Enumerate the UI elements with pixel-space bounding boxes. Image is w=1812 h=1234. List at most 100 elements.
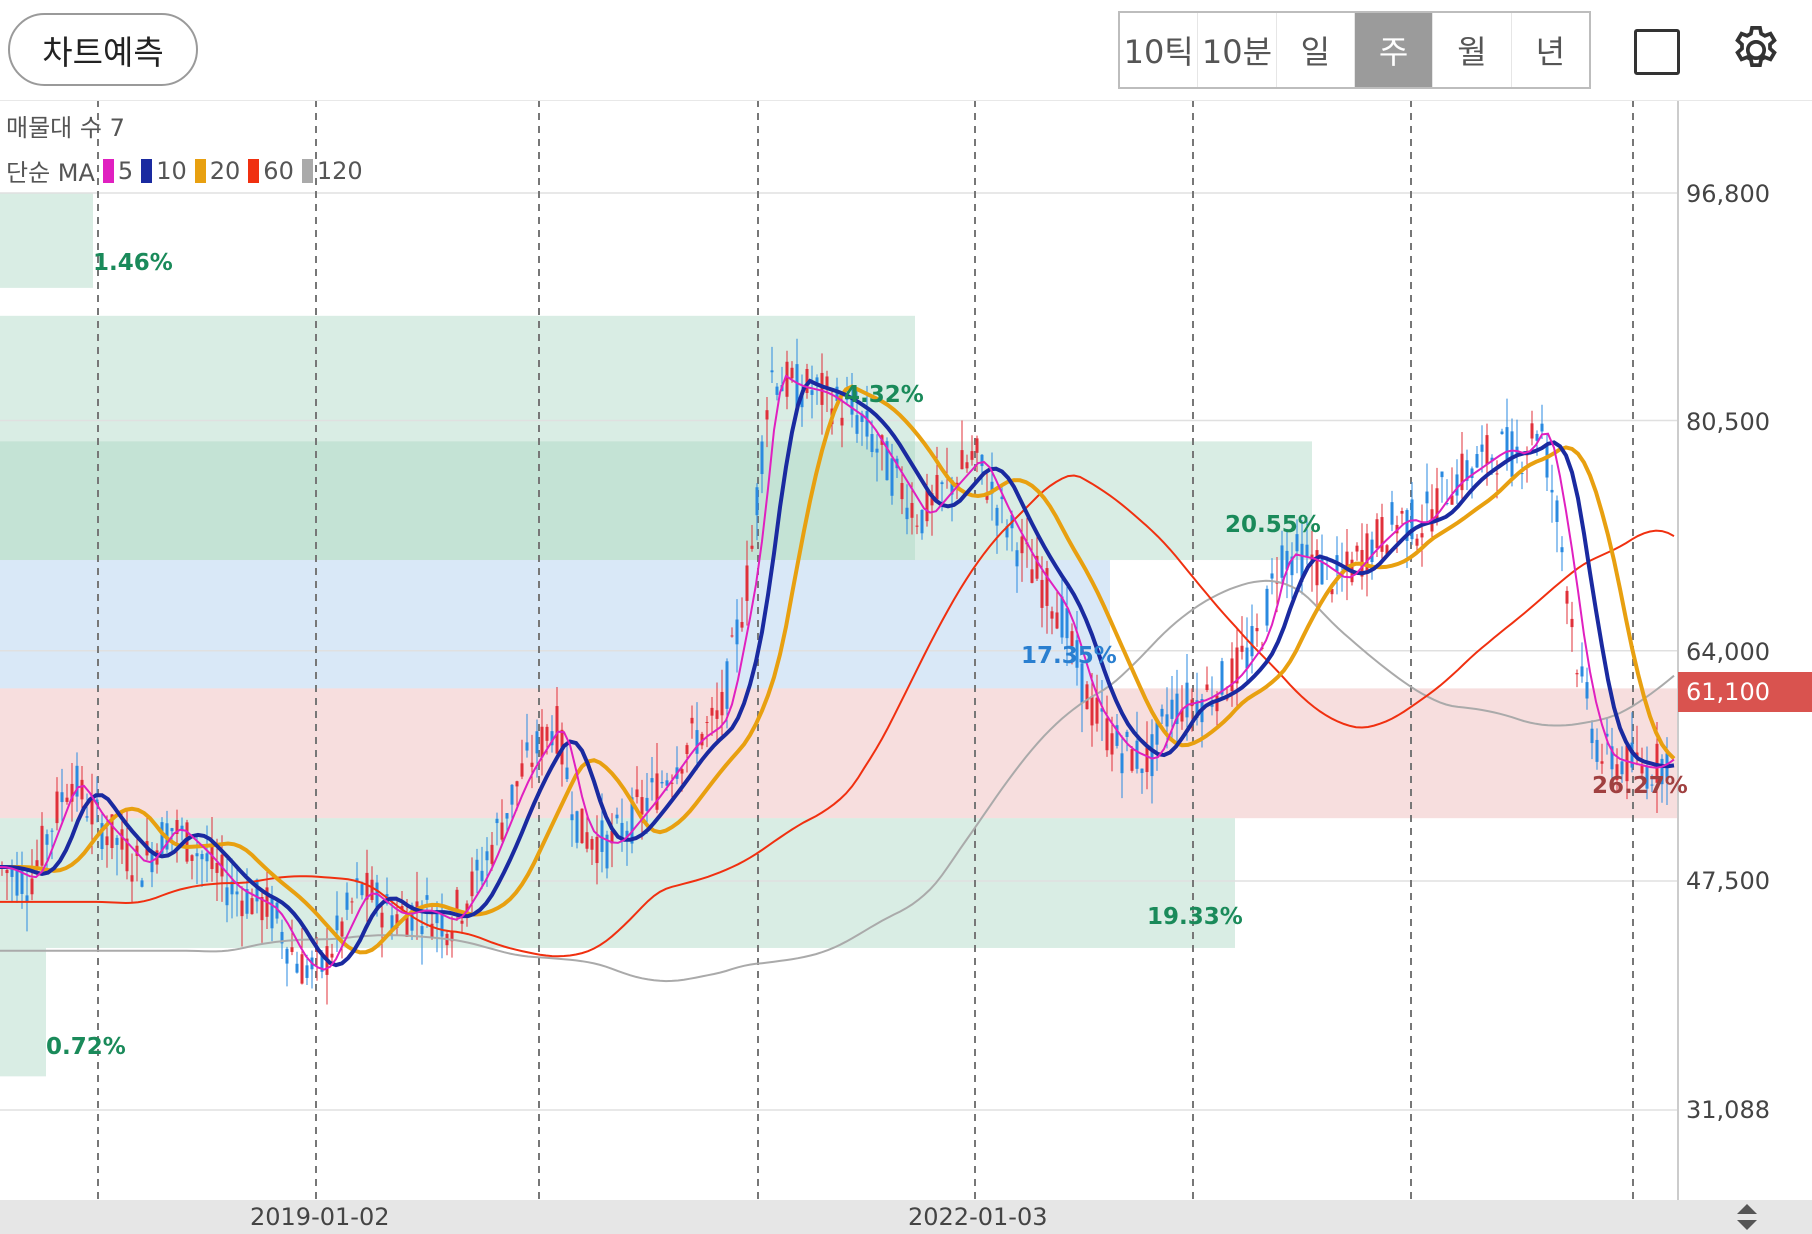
candle-body — [900, 483, 904, 500]
volume-profile-band — [0, 818, 1235, 948]
candle-body — [670, 782, 674, 784]
candle-body — [275, 902, 279, 919]
candle-body — [970, 451, 974, 460]
candle-body — [470, 871, 474, 897]
candle-body — [1315, 550, 1319, 586]
candle-body — [435, 910, 439, 924]
candle-body — [1265, 588, 1269, 626]
candle-body — [965, 462, 969, 469]
scroll-handle-icon[interactable] — [1733, 1201, 1761, 1233]
candle-body — [280, 931, 284, 944]
candle-body — [660, 782, 664, 784]
candle-body — [485, 851, 489, 861]
ma20-line — [0, 384, 1676, 955]
candle-body — [550, 731, 554, 746]
candle-body — [1110, 733, 1114, 755]
gear-icon[interactable] — [1728, 22, 1784, 78]
candle-body — [805, 368, 809, 393]
candle-body — [630, 797, 634, 844]
ma-legend: 단순 MA 5 10 20 60 120 — [6, 153, 363, 188]
period-selector: 10틱 10분 일 주 월 년 — [1118, 11, 1591, 89]
x-axis-bar — [0, 1200, 1812, 1234]
candle-body — [1020, 536, 1024, 554]
period-tab-month[interactable]: 월 — [1433, 13, 1512, 87]
candle-body — [585, 832, 589, 849]
candle-body — [135, 845, 139, 856]
period-tab-day[interactable]: 일 — [1276, 13, 1355, 87]
candle-body — [205, 853, 209, 862]
zone-label: 4.32% — [844, 382, 924, 408]
ma120-swatch — [301, 158, 313, 183]
candle-body — [785, 361, 789, 397]
candle-body — [30, 878, 34, 895]
candle-body — [130, 875, 134, 882]
candle-body — [1660, 758, 1664, 785]
candle-body — [1130, 749, 1134, 771]
candle-body — [795, 364, 799, 408]
candle-body — [925, 487, 929, 522]
current-price-badge: 61,100 — [1678, 672, 1812, 712]
candle-body — [1030, 569, 1034, 583]
candle-body — [905, 507, 909, 520]
candle-body — [35, 860, 39, 867]
candle-body — [1125, 731, 1129, 737]
zone-label: 17.35% — [1021, 643, 1117, 669]
chart-area[interactable] — [0, 100, 1812, 1234]
candle-body — [515, 781, 519, 787]
volume-profile-band — [0, 441, 1312, 561]
candle-body — [340, 921, 344, 937]
ma5-line — [0, 374, 1675, 971]
candle-body — [1450, 495, 1454, 505]
period-tab-10tick[interactable]: 10틱 — [1120, 13, 1199, 87]
candle-body — [1305, 544, 1309, 558]
candle-body — [985, 493, 989, 500]
candle-body — [1120, 753, 1124, 774]
period-tab-year[interactable]: 년 — [1511, 13, 1589, 87]
candle-body — [750, 545, 754, 549]
candle-body — [1080, 663, 1084, 704]
candle-body — [395, 914, 399, 928]
candle-body — [995, 507, 999, 526]
candle-body — [40, 825, 44, 866]
candle-body — [1405, 510, 1409, 541]
ma-legend-prefix: 단순 MA — [6, 159, 95, 187]
candle-body — [235, 891, 239, 895]
candle-body — [1605, 733, 1609, 737]
candle-body — [420, 926, 424, 935]
candle-body — [20, 868, 24, 894]
candle-body — [575, 811, 579, 843]
candle-body — [555, 706, 559, 754]
candle-body — [215, 862, 219, 873]
volume-profile-band — [0, 947, 46, 1077]
candle-body — [1070, 631, 1074, 647]
candle-body — [1470, 468, 1474, 478]
candle-body — [665, 780, 669, 786]
candle-body — [1105, 718, 1109, 751]
period-tab-10min[interactable]: 10분 — [1198, 13, 1277, 87]
candle-body — [475, 859, 479, 871]
candle-body — [1160, 708, 1164, 717]
candle-body — [1155, 719, 1159, 745]
price-chart[interactable] — [0, 100, 1812, 1234]
candle-body — [1550, 489, 1554, 493]
candle-body — [250, 898, 254, 915]
candle-body — [80, 779, 84, 800]
candle-body — [85, 816, 89, 818]
candle-body — [1385, 545, 1389, 555]
chart-predict-button[interactable]: 차트예측 — [8, 13, 198, 86]
candle-body — [25, 895, 29, 902]
candle-body — [1285, 550, 1289, 570]
candle-body — [1220, 661, 1224, 695]
period-tab-week[interactable]: 주 — [1354, 13, 1434, 87]
candle-body — [125, 838, 129, 872]
candle-body — [425, 895, 429, 900]
candle-body — [745, 565, 749, 601]
candle-body — [1465, 460, 1469, 481]
candle-body — [845, 398, 849, 400]
zone-label: 19.33% — [1147, 904, 1243, 930]
candle-body — [590, 838, 594, 850]
checkbox-icon[interactable] — [1634, 29, 1680, 75]
candle-body — [1620, 761, 1624, 775]
candle-body — [760, 441, 764, 475]
